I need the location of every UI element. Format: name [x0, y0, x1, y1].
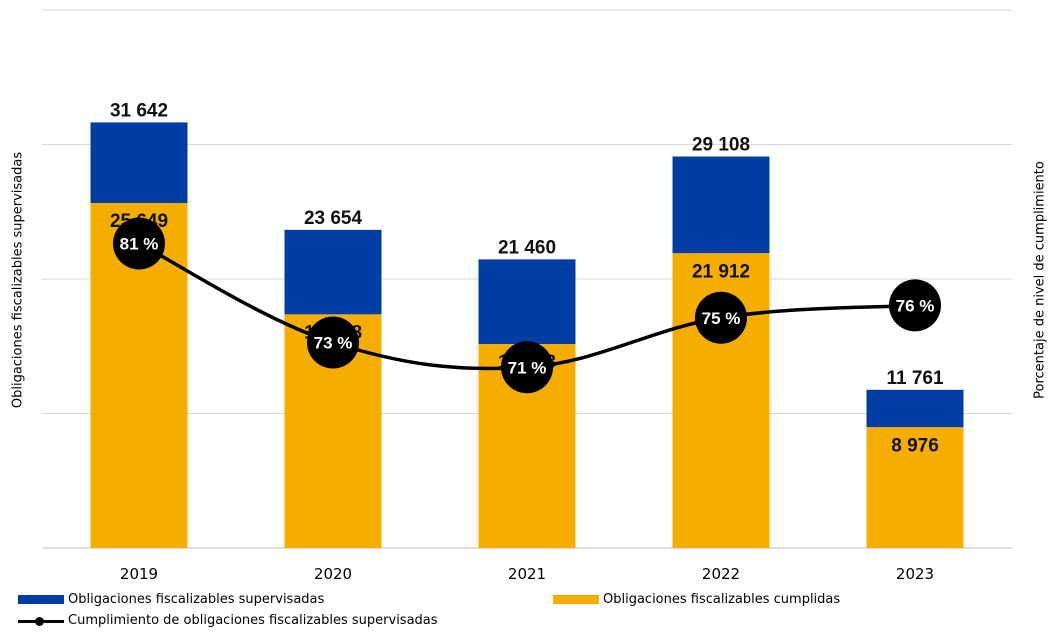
compliance-label: 81 %	[120, 235, 159, 254]
label-supervisadas: 11 761	[886, 368, 943, 389]
compliance-label: 71 %	[508, 358, 547, 377]
compliance-point	[889, 279, 941, 332]
y2-axis-label: Porcentaje de nivel de cumplimiento	[1032, 161, 1048, 399]
compliance-point	[695, 291, 747, 344]
legend-swatch-supervisadas	[18, 595, 64, 604]
label-supervisadas: 23 654	[304, 208, 363, 229]
legend-item-cumplidas: Obligaciones fiscalizables cumplidas	[553, 592, 840, 607]
x-tick-label: 2021	[508, 565, 546, 583]
bar-cumplidas	[866, 427, 964, 548]
bar-supervisadas	[866, 389, 964, 428]
x-tick-label: 2023	[896, 565, 934, 583]
legend-swatch-cumplimiento	[18, 615, 64, 627]
label-cumplidas: 8 976	[891, 435, 939, 456]
bar-supervisadas	[672, 156, 770, 254]
legend-item-cumplimiento: Cumplimiento de obligaciones fiscalizabl…	[18, 613, 438, 628]
compliance-point	[501, 341, 553, 394]
label-supervisadas: 21 460	[498, 237, 556, 258]
compliance-label: 75 %	[702, 309, 741, 328]
bar-supervisadas	[90, 122, 188, 204]
x-tick-label: 2020	[314, 565, 352, 583]
x-tick-label: 2019	[120, 565, 158, 583]
x-tick-label: 2022	[702, 565, 740, 583]
legend-label-cumplidas: Obligaciones fiscalizables cumplidas	[603, 592, 841, 607]
compliance-point	[307, 316, 359, 369]
legend-swatch-cumplidas	[553, 595, 599, 604]
label-supervisadas: 31 642	[110, 100, 168, 121]
label-cumplidas: 21 912	[692, 261, 750, 282]
compliance-label: 76 %	[896, 296, 935, 315]
bar-supervisadas	[478, 259, 576, 345]
bar-supervisadas	[284, 229, 382, 315]
legend-item-supervisadas: Obligaciones fiscalizables supervisadas	[18, 592, 324, 607]
compliance-point	[113, 217, 165, 270]
compliance-label: 73 %	[314, 334, 353, 353]
label-supervisadas: 29 108	[692, 134, 750, 155]
legend-label-cumplimiento: Cumplimiento de obligaciones fiscalizabl…	[68, 613, 438, 628]
y-axis-label: Obligaciones fiscalizables supervisadas	[10, 151, 26, 409]
legend-label-supervisadas: Obligaciones fiscalizables supervisadas	[68, 592, 325, 607]
